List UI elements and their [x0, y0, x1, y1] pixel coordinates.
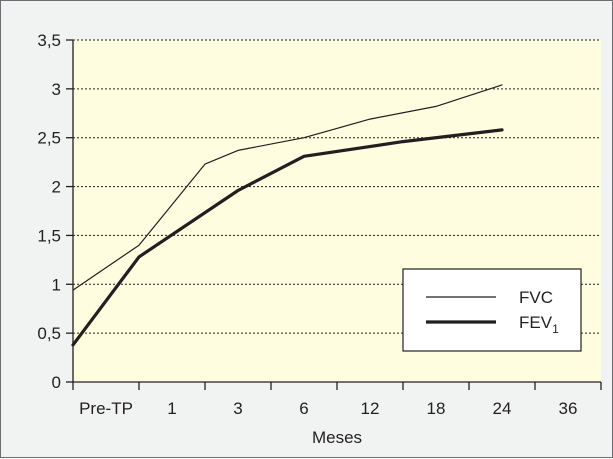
- x-tick-label: 1: [167, 399, 176, 418]
- series-line-fev1: [71, 128, 504, 347]
- x-tick-label: 6: [299, 399, 308, 418]
- x-tick-label: 3: [233, 399, 242, 418]
- y-tick-label: 1: [52, 275, 61, 294]
- y-tick-label: 0,5: [37, 324, 61, 343]
- y-tick-label: 1,5: [37, 226, 61, 245]
- y-tick-label: 0: [52, 373, 61, 392]
- legend-box: [402, 268, 582, 352]
- x-axis-title: Meses: [312, 428, 362, 447]
- y-tick-label: 3,5: [37, 31, 61, 50]
- series-lines: [71, 84, 504, 347]
- x-tick-label: 18: [427, 399, 446, 418]
- legend-label-fev1-subscript: 1: [552, 322, 559, 336]
- series-line-fvc: [72, 84, 503, 291]
- x-tick-label: 12: [361, 399, 380, 418]
- y-tick-label: 3: [52, 80, 61, 99]
- x-tick-label: Pre-TP: [79, 399, 133, 418]
- legend: FVC FEV1: [402, 268, 582, 352]
- legend-label-fev1-main: FEV: [519, 313, 553, 332]
- legend-label-fev1: FEV1: [519, 313, 559, 336]
- gridlines: [73, 39, 601, 334]
- y-axis-ticks: 0 0,5 1 1,5 2 2,5 3 3,5: [37, 31, 73, 392]
- x-tick-label: 24: [493, 399, 512, 418]
- y-tick-label: 2: [52, 178, 61, 197]
- y-tick-label: 2,5: [37, 129, 61, 148]
- x-axis-ticks: Pre-TP 1 3 6 12 18 24 36: [72, 382, 602, 418]
- x-tick-label: 36: [559, 399, 578, 418]
- legend-label-fvc: FVC: [519, 288, 553, 307]
